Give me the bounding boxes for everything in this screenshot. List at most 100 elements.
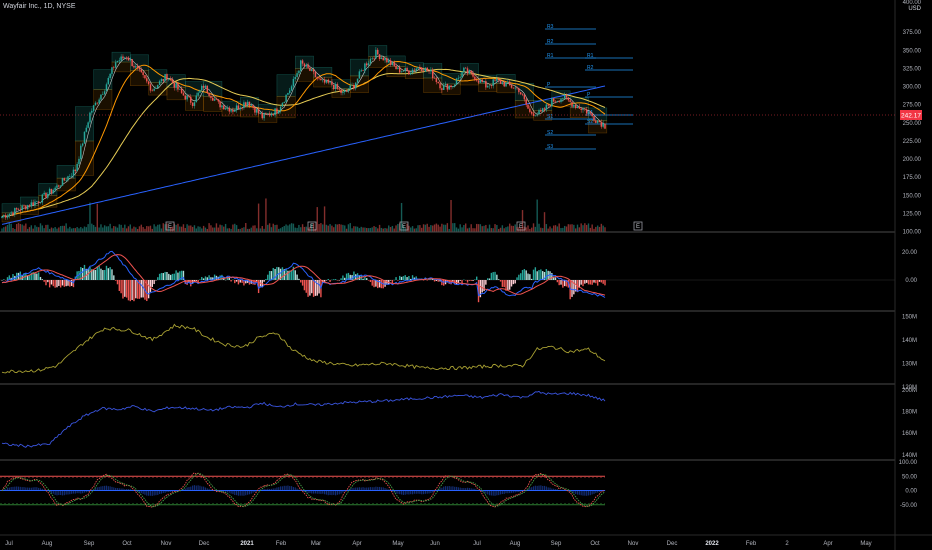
macd-histogram-bar — [393, 279, 395, 281]
macd-histogram-bar — [591, 280, 593, 285]
candle-body — [30, 202, 33, 207]
macd-histogram-bar — [224, 279, 227, 281]
volume-bar — [142, 227, 144, 232]
time-axis[interactable]: Jul Aug Sep Oct Nov Dec 2021 Feb Mar Apr May Jun Jul… — [5, 541, 872, 547]
macd-histogram-bar — [492, 272, 494, 280]
macd-histogram-bar — [85, 268, 88, 280]
candle-body — [140, 69, 143, 73]
macd-histogram-bar — [259, 280, 262, 288]
candle-body — [281, 102, 284, 107]
macd-histogram-bar — [589, 280, 592, 285]
earnings-marker[interactable] — [516, 221, 526, 231]
stoch-histogram-bar — [421, 490, 423, 495]
candle-body — [345, 90, 348, 91]
macd-histogram-bar — [540, 269, 542, 280]
stoch-histogram-bar — [542, 485, 544, 491]
volume-bar — [235, 225, 238, 232]
candle-body — [435, 78, 438, 83]
earnings-marker[interactable] — [633, 221, 643, 231]
macd-histogram-bar — [155, 280, 157, 281]
candle-body — [365, 63, 368, 66]
stoch-histogram-bar — [76, 490, 78, 494]
stoch-histogram-bar — [215, 490, 218, 492]
candle-body — [380, 57, 383, 59]
macd-pane[interactable] — [0, 250, 895, 303]
candle-body — [191, 102, 194, 106]
stoch-histogram-bar — [593, 490, 595, 494]
last-price-badge[interactable] — [900, 110, 922, 120]
earnings-marker[interactable] — [165, 221, 175, 231]
macd-histogram-bar — [366, 278, 368, 280]
candle-body — [490, 85, 493, 87]
macd-histogram-bar — [140, 280, 142, 298]
time-axis-label: Oct — [590, 541, 600, 547]
candle-body — [494, 79, 496, 81]
earnings-marker[interactable] — [399, 221, 409, 231]
candle-body — [598, 120, 601, 123]
stoch-histogram-bar — [492, 490, 494, 496]
candle-body — [182, 93, 185, 96]
volume-bar — [388, 225, 390, 232]
stoch-histogram-bar — [252, 490, 254, 493]
stoch-histogram-bar — [483, 490, 485, 493]
macd-histogram-bar — [70, 280, 73, 286]
macd-histogram-bar — [199, 279, 201, 280]
macd-histogram-bar — [52, 280, 55, 287]
volume-bar — [193, 225, 196, 232]
candle-body — [327, 79, 329, 83]
macd-histogram-bar — [256, 280, 258, 282]
indicator2-pane[interactable] — [1, 390, 606, 448]
macd-histogram-bar — [147, 280, 150, 299]
earnings-marker[interactable] — [307, 221, 317, 231]
stoch-histogram-bar — [122, 488, 124, 491]
volume-bar — [278, 228, 280, 232]
stoch-histogram-bar — [65, 490, 67, 495]
volume-bar — [485, 224, 487, 232]
macd-histogram-bar — [208, 275, 210, 280]
macd-histogram-bar — [490, 272, 493, 280]
volume-bar — [316, 207, 318, 232]
candle-body — [507, 81, 509, 83]
volume-bar — [265, 198, 267, 232]
macd-histogram-bar — [344, 277, 346, 280]
macd-histogram-bar — [598, 280, 601, 282]
volume-bar — [347, 224, 350, 232]
price-axis-label: 150.00 — [903, 193, 922, 199]
candle-body — [310, 69, 313, 71]
candle-body — [499, 79, 502, 84]
candle-body — [439, 83, 441, 89]
volume-bar — [125, 228, 128, 232]
time-axis-label: May — [860, 541, 871, 547]
indicator1-pane[interactable] — [1, 323, 606, 374]
candle-body — [545, 104, 548, 110]
stoch-histogram-bar — [560, 489, 562, 491]
candle-body — [8, 213, 11, 216]
macd-histogram-bar — [373, 280, 375, 288]
candle-body — [48, 188, 51, 194]
volume-bar — [312, 223, 315, 232]
candle-body — [142, 72, 144, 76]
volume-bar — [338, 223, 340, 232]
macd-histogram-bar — [87, 269, 89, 280]
stoch-histogram-bar — [140, 490, 142, 494]
macd-histogram-bar — [245, 280, 247, 284]
stoch-histogram-bar — [356, 487, 359, 491]
candle-body — [212, 97, 214, 101]
stoch-histogram-bar — [461, 487, 463, 491]
candle-body — [208, 92, 210, 96]
macd-histogram-bar — [265, 278, 267, 280]
macd-histogram-bar — [457, 280, 460, 284]
candle-body — [452, 86, 454, 88]
stoch-histogram-bar — [146, 490, 148, 496]
stochastic-pane[interactable] — [0, 472, 606, 508]
candle-body — [232, 110, 234, 112]
candle-body — [602, 123, 604, 127]
candle-body — [290, 86, 293, 91]
volume-bar — [45, 224, 47, 232]
candle-body — [596, 120, 599, 123]
macd-histogram-bar — [470, 280, 472, 281]
